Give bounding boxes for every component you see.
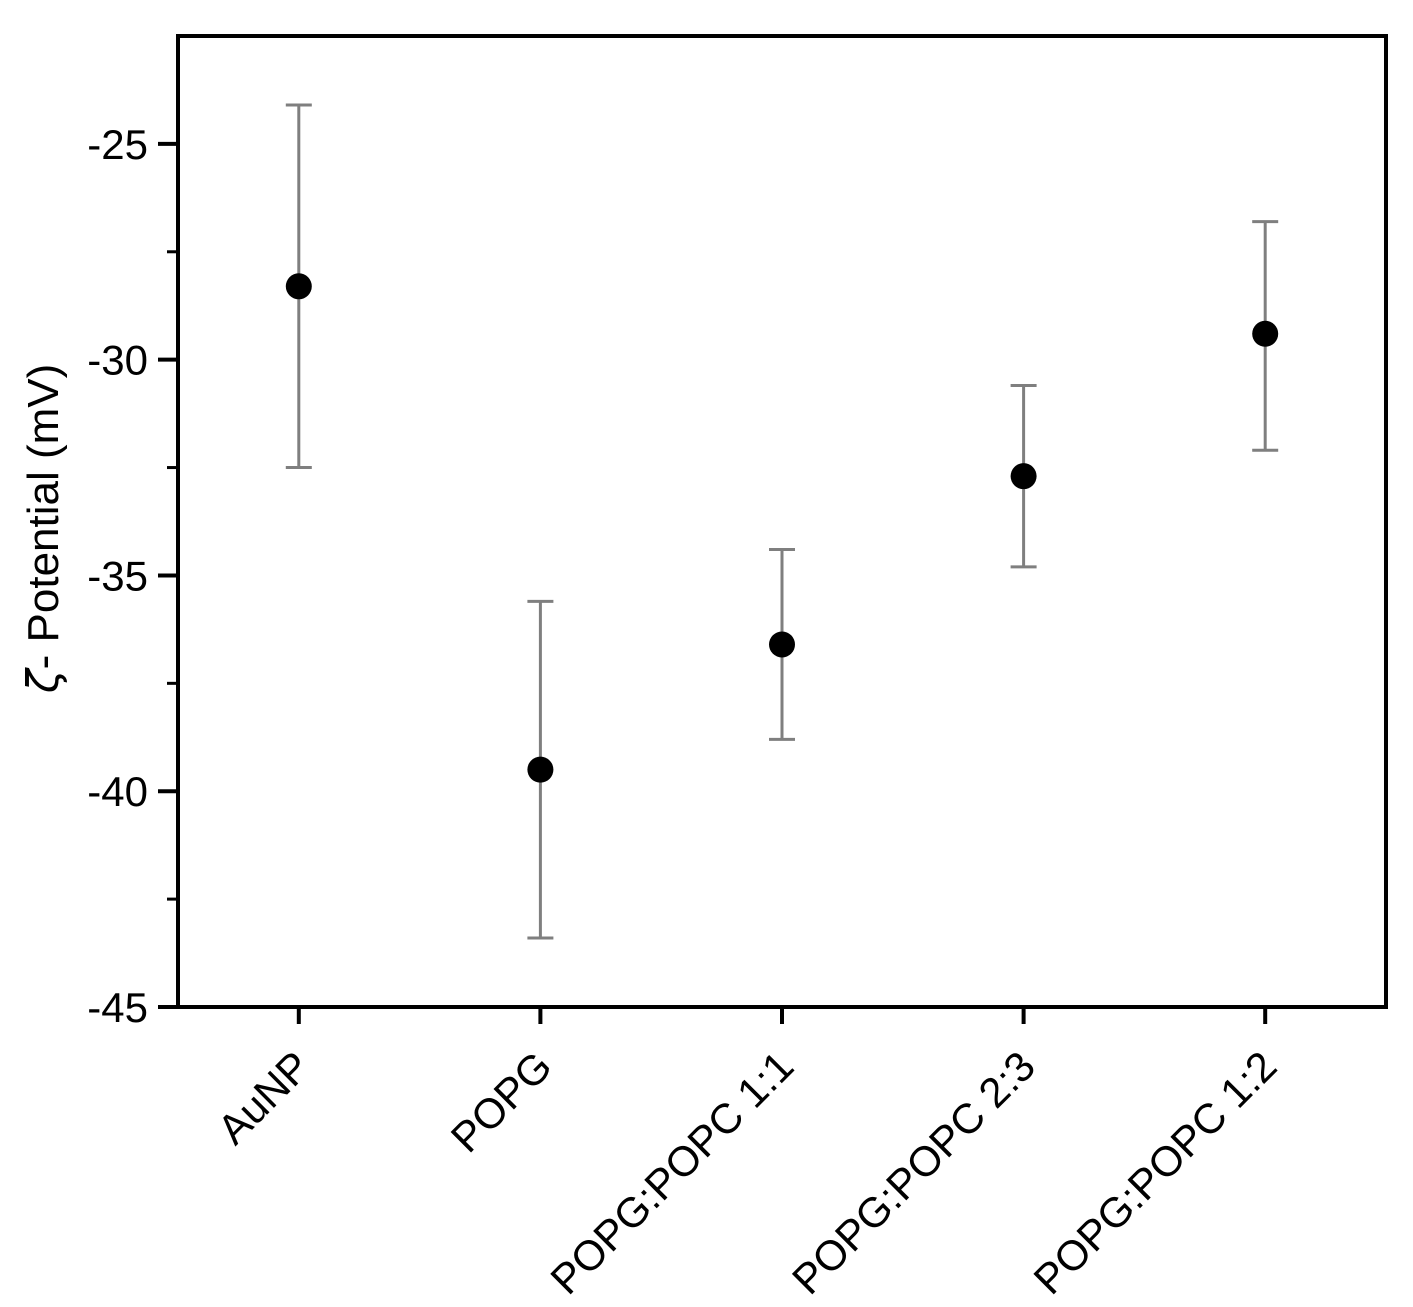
y-axis-tick-label: -40 xyxy=(87,768,148,815)
y-axis-label: ζ- Potential (mV) xyxy=(18,364,69,695)
errorbar-group-popg-popc-1-1 xyxy=(769,548,795,741)
y-axis-tick-label: -35 xyxy=(87,552,148,599)
x-axis-tick-label-aunp: AuNP xyxy=(208,1042,319,1153)
errorbar-group-popg xyxy=(527,599,554,940)
x-axis-tick-label-popg-popc-1-2: POPG:POPC 1:2 xyxy=(1025,1042,1286,1303)
x-axis-tick-label-popg-popc-1-1: POPG:POPC 1:1 xyxy=(541,1042,802,1303)
data-point-popg-popc-1-1 xyxy=(769,631,795,658)
y-axis-label-text: - Potential (mV) xyxy=(19,364,68,670)
plot-frame xyxy=(176,34,1388,1009)
x-axis-tick-label-popg-popc-2-3: POPG:POPC 2:3 xyxy=(783,1042,1044,1303)
data-point-popg-popc-2-3 xyxy=(1010,463,1037,490)
errorbar-group-aunp xyxy=(285,103,312,470)
x-axis-tick-label-popg: POPG xyxy=(442,1042,561,1161)
y-axis-tick-label: -25 xyxy=(87,121,148,168)
errorbar-group-popg-popc-2-3 xyxy=(1010,384,1037,569)
y-axis-tick-label: -30 xyxy=(87,337,148,384)
data-point-popg xyxy=(527,756,554,783)
data-point-aunp xyxy=(285,273,312,300)
data-point-popg-popc-1-2 xyxy=(1252,320,1279,347)
y-axis-tick-label: -45 xyxy=(87,984,148,1031)
errorbar-group-popg-popc-1-2 xyxy=(1252,220,1279,452)
zeta-symbol: ζ xyxy=(18,667,69,694)
